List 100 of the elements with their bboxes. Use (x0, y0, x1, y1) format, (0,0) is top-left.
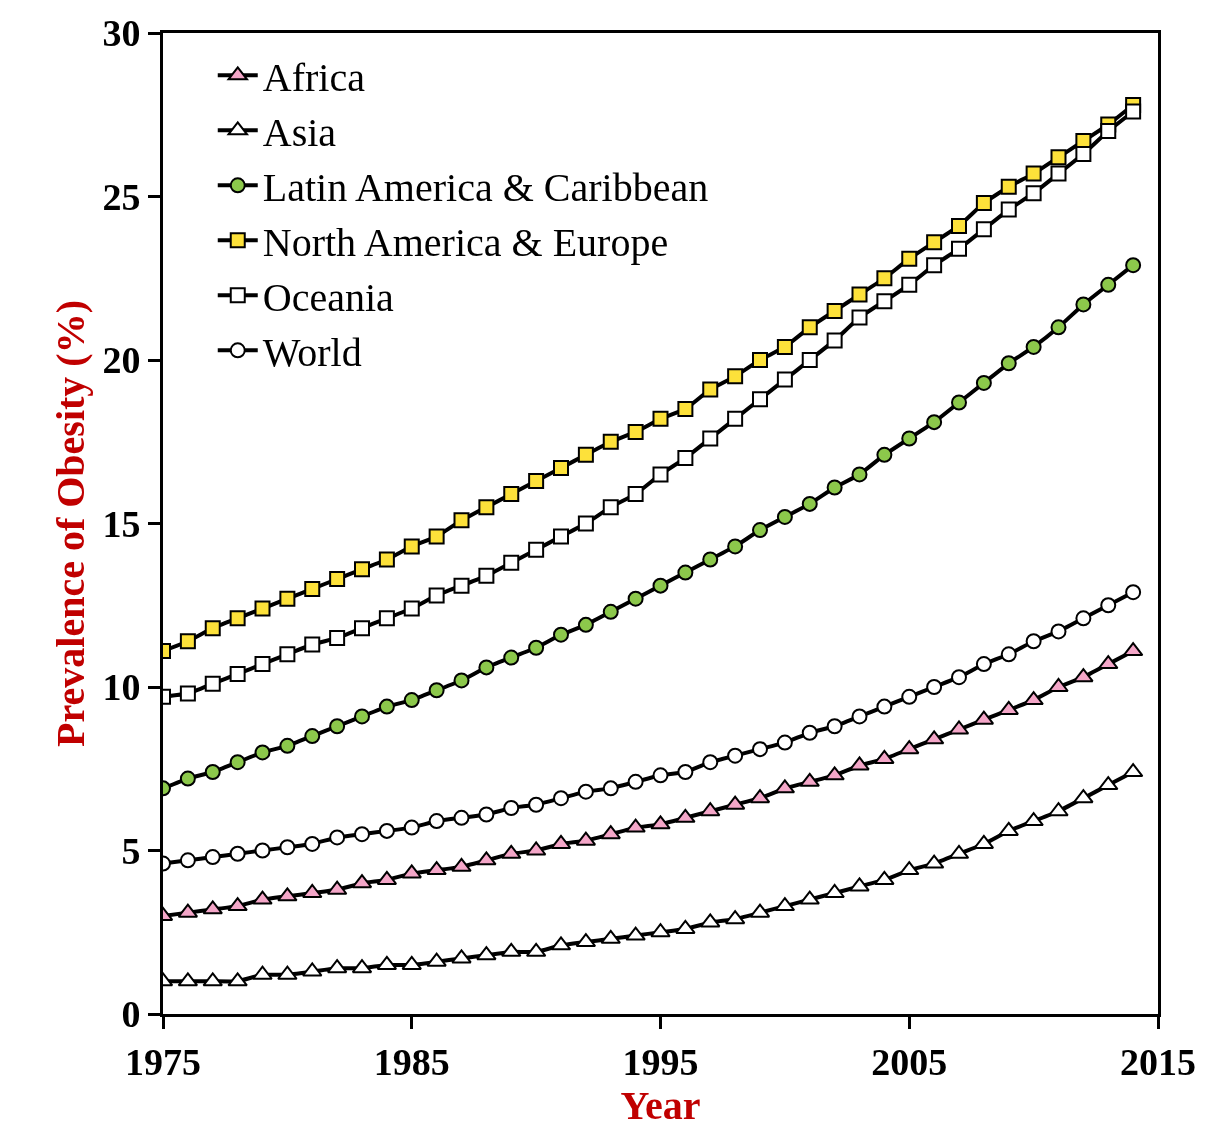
point (799, 890, 820, 905)
point (727, 747, 744, 764)
point (625, 818, 646, 833)
point (1025, 185, 1042, 202)
point (451, 857, 472, 872)
point (998, 821, 1019, 836)
point (975, 221, 992, 238)
point (354, 708, 370, 725)
point (302, 962, 323, 977)
point (204, 675, 221, 692)
point (179, 770, 196, 787)
point (951, 217, 967, 234)
point (378, 698, 395, 715)
x-tick-label: 2005 (871, 1040, 948, 1083)
point (752, 391, 768, 408)
point (329, 571, 346, 588)
point (776, 371, 793, 388)
point (1100, 597, 1117, 614)
point (1000, 201, 1017, 218)
point (279, 737, 296, 754)
point (503, 554, 520, 571)
point (1000, 646, 1017, 663)
point (951, 669, 967, 686)
point (851, 309, 868, 326)
y-tick-label: 5 (121, 829, 141, 872)
point (1025, 633, 1042, 650)
point (577, 783, 594, 800)
point (874, 749, 895, 764)
point (727, 368, 744, 385)
point (577, 515, 594, 532)
point (677, 564, 694, 581)
point (702, 551, 719, 568)
point (453, 672, 470, 689)
point (503, 486, 520, 503)
point (849, 756, 870, 771)
point (700, 802, 721, 817)
point (702, 430, 719, 447)
point (1023, 691, 1044, 706)
point (279, 839, 296, 856)
point (227, 897, 248, 912)
y-tick-label: 15 (102, 502, 141, 545)
point (179, 633, 196, 650)
point (426, 861, 447, 876)
point (1075, 296, 1092, 313)
point (975, 195, 992, 212)
point (901, 250, 918, 267)
point (553, 626, 569, 643)
x-tick-label: 1995 (622, 1040, 699, 1083)
point (403, 819, 420, 836)
point (179, 685, 196, 702)
point (627, 590, 644, 607)
point (752, 522, 768, 539)
point (503, 649, 520, 666)
point (1050, 319, 1067, 336)
point (302, 884, 323, 899)
point (1075, 145, 1092, 162)
legend-label: World (262, 329, 362, 375)
point (826, 302, 843, 319)
point (553, 790, 569, 807)
point (503, 799, 520, 816)
point (279, 590, 296, 607)
point (453, 809, 470, 826)
y-tick-label: 0 (121, 993, 141, 1036)
point (600, 929, 621, 944)
point (528, 639, 545, 656)
point (826, 332, 843, 349)
point (304, 580, 321, 597)
point (478, 659, 495, 676)
point (776, 508, 793, 525)
x-tick-label: 1975 (125, 1040, 201, 1083)
point (752, 352, 768, 368)
point (824, 884, 845, 899)
point (602, 433, 619, 450)
point (476, 946, 497, 961)
point (428, 813, 445, 830)
point (1050, 623, 1067, 640)
point (403, 692, 420, 709)
point (602, 499, 619, 516)
point (1125, 103, 1142, 120)
point (229, 610, 246, 627)
point (677, 401, 694, 418)
point (702, 381, 719, 398)
point (401, 955, 422, 970)
point (378, 822, 395, 839)
point (1025, 338, 1042, 355)
point (1073, 789, 1094, 804)
point (428, 682, 445, 699)
point (926, 414, 943, 431)
point (453, 512, 470, 529)
point (501, 942, 522, 957)
point (951, 240, 967, 257)
point (304, 835, 321, 852)
point (1075, 610, 1092, 627)
point (553, 459, 569, 476)
point (277, 887, 298, 902)
point (354, 620, 370, 637)
point (926, 679, 943, 695)
point (1050, 149, 1067, 166)
point (776, 734, 793, 751)
point (202, 900, 223, 915)
